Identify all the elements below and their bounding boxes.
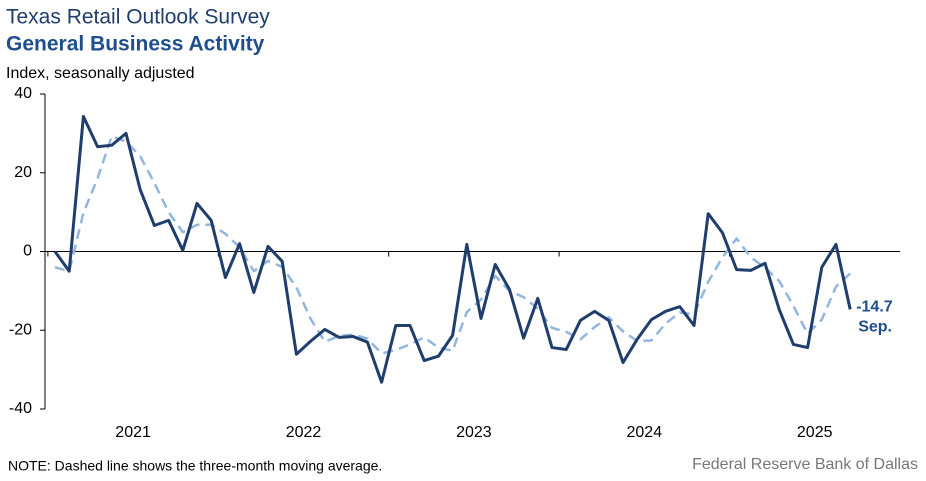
y-tick-label: -20 [9, 321, 32, 338]
y-tick-label: 40 [14, 85, 32, 102]
y-tick-label: -40 [9, 400, 32, 417]
note: NOTE: Dashed line shows the three-month … [8, 458, 382, 474]
y-tick-label: 20 [14, 164, 32, 181]
y-tick-label: 0 [23, 243, 32, 260]
end-value-label: -14.7 [856, 299, 893, 316]
index-line [53, 114, 852, 384]
x-tick-label: 2023 [456, 424, 492, 441]
x-tick-label: 2025 [797, 424, 833, 441]
moving-average-line [54, 134, 852, 355]
x-tick-label: 2022 [286, 424, 322, 441]
x-tick-label: 2024 [627, 424, 663, 441]
source: Federal Reserve Bank of Dallas [692, 456, 918, 473]
x-tick-label: 2021 [115, 424, 151, 441]
chart-title: Texas Retail Outlook Survey [6, 6, 270, 29]
y-axis-label: Index, seasonally adjusted [6, 65, 195, 82]
end-date-label: Sep. [858, 319, 892, 336]
chart-subtitle: General Business Activity [6, 33, 265, 56]
